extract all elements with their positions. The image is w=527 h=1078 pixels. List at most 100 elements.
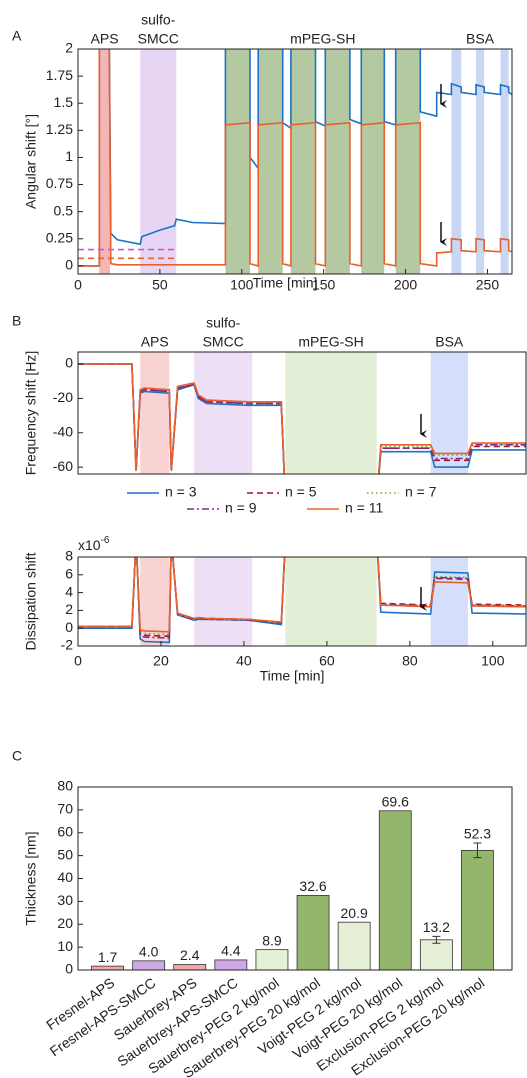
y-tick-label: 0 xyxy=(65,961,73,977)
value-label: 1.7 xyxy=(98,949,118,965)
region-band xyxy=(500,49,509,274)
y-tick-label: 2 xyxy=(65,601,73,617)
y-tick-label: 0.5 xyxy=(54,202,74,218)
y-tick-label: -20 xyxy=(53,389,73,405)
y-tick-label: -2 xyxy=(61,637,74,653)
y-tick-label: 1.25 xyxy=(46,121,73,137)
y-tick-label: 1.75 xyxy=(46,67,73,83)
bar xyxy=(461,849,494,971)
y-axis-label: Dissipation shift xyxy=(23,552,39,650)
axes-frame xyxy=(77,48,513,275)
value-label: 52.3 xyxy=(464,826,491,842)
region-band xyxy=(258,49,283,274)
y-tick-label: 1 xyxy=(65,148,73,164)
value-label: 32.6 xyxy=(299,878,326,894)
y-tick-label: 1.5 xyxy=(54,94,74,110)
value-label: 20.9 xyxy=(341,905,368,921)
x-tick-label: 80 xyxy=(402,653,418,669)
y-tick-label: 4 xyxy=(65,583,73,599)
bar xyxy=(255,949,289,971)
region-label: sulfo- xyxy=(206,315,241,331)
y-tick-label: 80 xyxy=(57,778,73,794)
x-tick-label: 200 xyxy=(394,277,418,293)
value-label: 69.6 xyxy=(382,793,409,809)
region-band xyxy=(225,49,250,274)
x-tick-label: 0 xyxy=(74,277,82,293)
region-band xyxy=(430,557,468,646)
value-label: 4.0 xyxy=(139,944,159,960)
axes-frame xyxy=(77,351,527,475)
series-line xyxy=(78,363,526,474)
y-axis-label: Thickness [nm] xyxy=(23,831,39,925)
x-tick-label: 150 xyxy=(312,277,336,293)
panel-label: A xyxy=(12,28,22,44)
region-band xyxy=(99,49,110,274)
y-tick-label: -40 xyxy=(53,423,73,439)
error-bar xyxy=(473,842,482,859)
bar xyxy=(419,939,453,971)
y-tick-label: 10 xyxy=(57,938,73,954)
y-axis-label: Frequency shift [Hz] xyxy=(23,351,39,476)
panel-label: C xyxy=(12,748,22,764)
region-band xyxy=(361,49,385,274)
region-label: BSA xyxy=(466,31,495,47)
region-band xyxy=(285,352,377,474)
region-band xyxy=(325,49,350,274)
y-tick-label: 2 xyxy=(65,40,73,56)
panel-label: B xyxy=(12,313,21,329)
region-label: mPEG-SH xyxy=(290,31,355,47)
x-axis-label: Time [min] xyxy=(260,668,325,684)
region-band xyxy=(194,557,253,646)
legend-label: n = 5 xyxy=(285,484,317,500)
legend-label: n = 11 xyxy=(345,500,383,516)
region-band xyxy=(140,557,170,646)
x-tick-label: 50 xyxy=(152,277,168,293)
bar xyxy=(378,810,412,971)
x-tick-label: 20 xyxy=(153,653,169,669)
y-tick-label: 50 xyxy=(57,846,73,862)
error-bar xyxy=(432,935,441,944)
x-tick-label: 0 xyxy=(74,653,82,669)
region-label: SMCC xyxy=(138,31,179,47)
series-line xyxy=(78,557,526,639)
y-tick-label: 0 xyxy=(65,257,73,273)
series-line xyxy=(78,363,526,474)
region-label: BSA xyxy=(435,334,464,350)
x-tick-label: 60 xyxy=(319,653,335,669)
bar xyxy=(214,959,248,971)
y-tick-label: 60 xyxy=(57,823,73,839)
region-label: APS xyxy=(91,31,119,47)
region-label: mPEG-SH xyxy=(298,334,363,350)
bar xyxy=(132,960,166,971)
y-tick-label: 0 xyxy=(65,355,73,371)
scale-base: x10 xyxy=(78,537,101,553)
value-label: 13.2 xyxy=(423,919,450,935)
y-tick-label: 40 xyxy=(57,869,73,885)
scale-label: x10-6 xyxy=(78,535,110,553)
y-tick-label: 0.25 xyxy=(46,229,73,245)
bar xyxy=(296,895,330,971)
region-label: sulfo- xyxy=(141,12,176,28)
series-line xyxy=(78,363,526,474)
series-line xyxy=(78,49,512,267)
y-tick-label: 0 xyxy=(65,619,73,635)
series-line xyxy=(78,49,512,267)
region-band xyxy=(285,557,377,646)
region-band xyxy=(290,49,316,274)
legend-label: n = 7 xyxy=(405,484,437,500)
legend-label: n = 3 xyxy=(165,484,197,500)
region-label: APS xyxy=(141,334,169,350)
region-band xyxy=(194,352,253,474)
y-tick-label: 70 xyxy=(57,801,73,817)
bar xyxy=(173,964,207,971)
y-axis-label: Angular shift [°] xyxy=(23,114,39,209)
y-tick-label: 6 xyxy=(65,566,73,582)
x-tick-label: 40 xyxy=(236,653,252,669)
region-label: SMCC xyxy=(203,334,244,350)
y-tick-label: 20 xyxy=(57,915,73,931)
region-band xyxy=(451,49,462,274)
x-tick-label: 100 xyxy=(230,277,254,293)
y-tick-label: 8 xyxy=(65,548,73,564)
value-label: 2.4 xyxy=(180,947,200,963)
